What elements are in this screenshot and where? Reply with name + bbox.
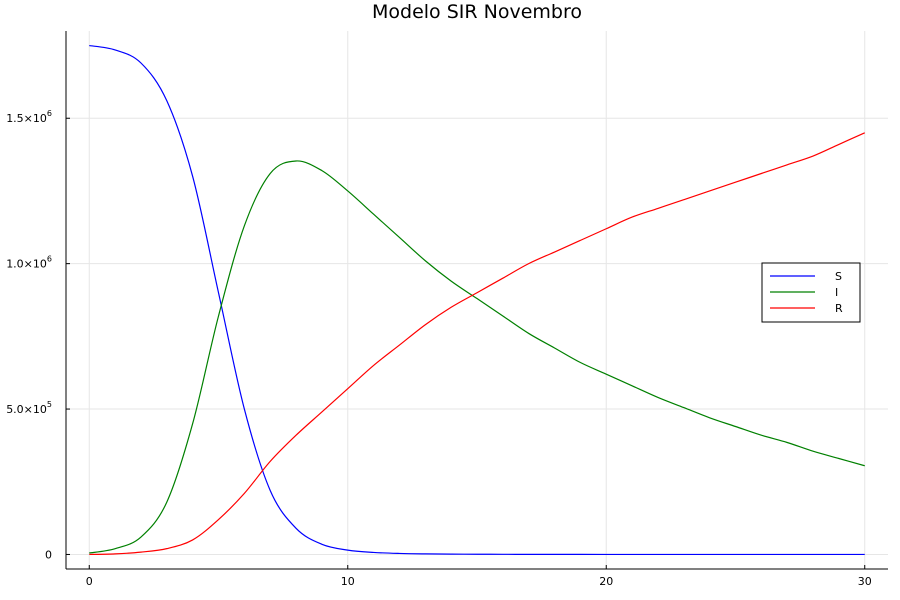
x-tick-label: 10 — [341, 575, 355, 588]
x-tick-label: 0 — [86, 575, 93, 588]
x-tick-label: 20 — [599, 575, 613, 588]
legend: SIR — [761, 262, 861, 323]
y-tick-mantissa: 5.0×10 — [6, 403, 47, 416]
legend-label-s: S — [835, 270, 842, 283]
series-line-i — [89, 160, 865, 554]
y-tick-label: 1.0×106 — [6, 255, 52, 271]
y-tick-mantissa: 0 — [45, 548, 52, 561]
y-tick-mantissa: 1.0×10 — [6, 258, 47, 271]
y-tick-label: 0 — [45, 548, 52, 561]
x-tick-label: 30 — [858, 575, 872, 588]
legend-label-r: R — [835, 302, 843, 315]
series-lines — [89, 44, 865, 556]
series-line-s — [89, 44, 865, 556]
y-tick-exponent: 6 — [47, 255, 52, 264]
y-tick-label: 5.0×105 — [6, 400, 52, 416]
series-line-r — [89, 132, 865, 556]
axes — [65, 31, 888, 570]
y-tick-label: 1.5×106 — [6, 109, 52, 125]
legend-label-i: I — [835, 286, 838, 299]
y-tick-exponent: 5 — [47, 400, 52, 409]
y-tick-exponent: 6 — [47, 109, 52, 118]
y-tick-mantissa: 1.5×10 — [6, 112, 47, 125]
chart-title: Modelo SIR Novembro — [372, 1, 582, 23]
